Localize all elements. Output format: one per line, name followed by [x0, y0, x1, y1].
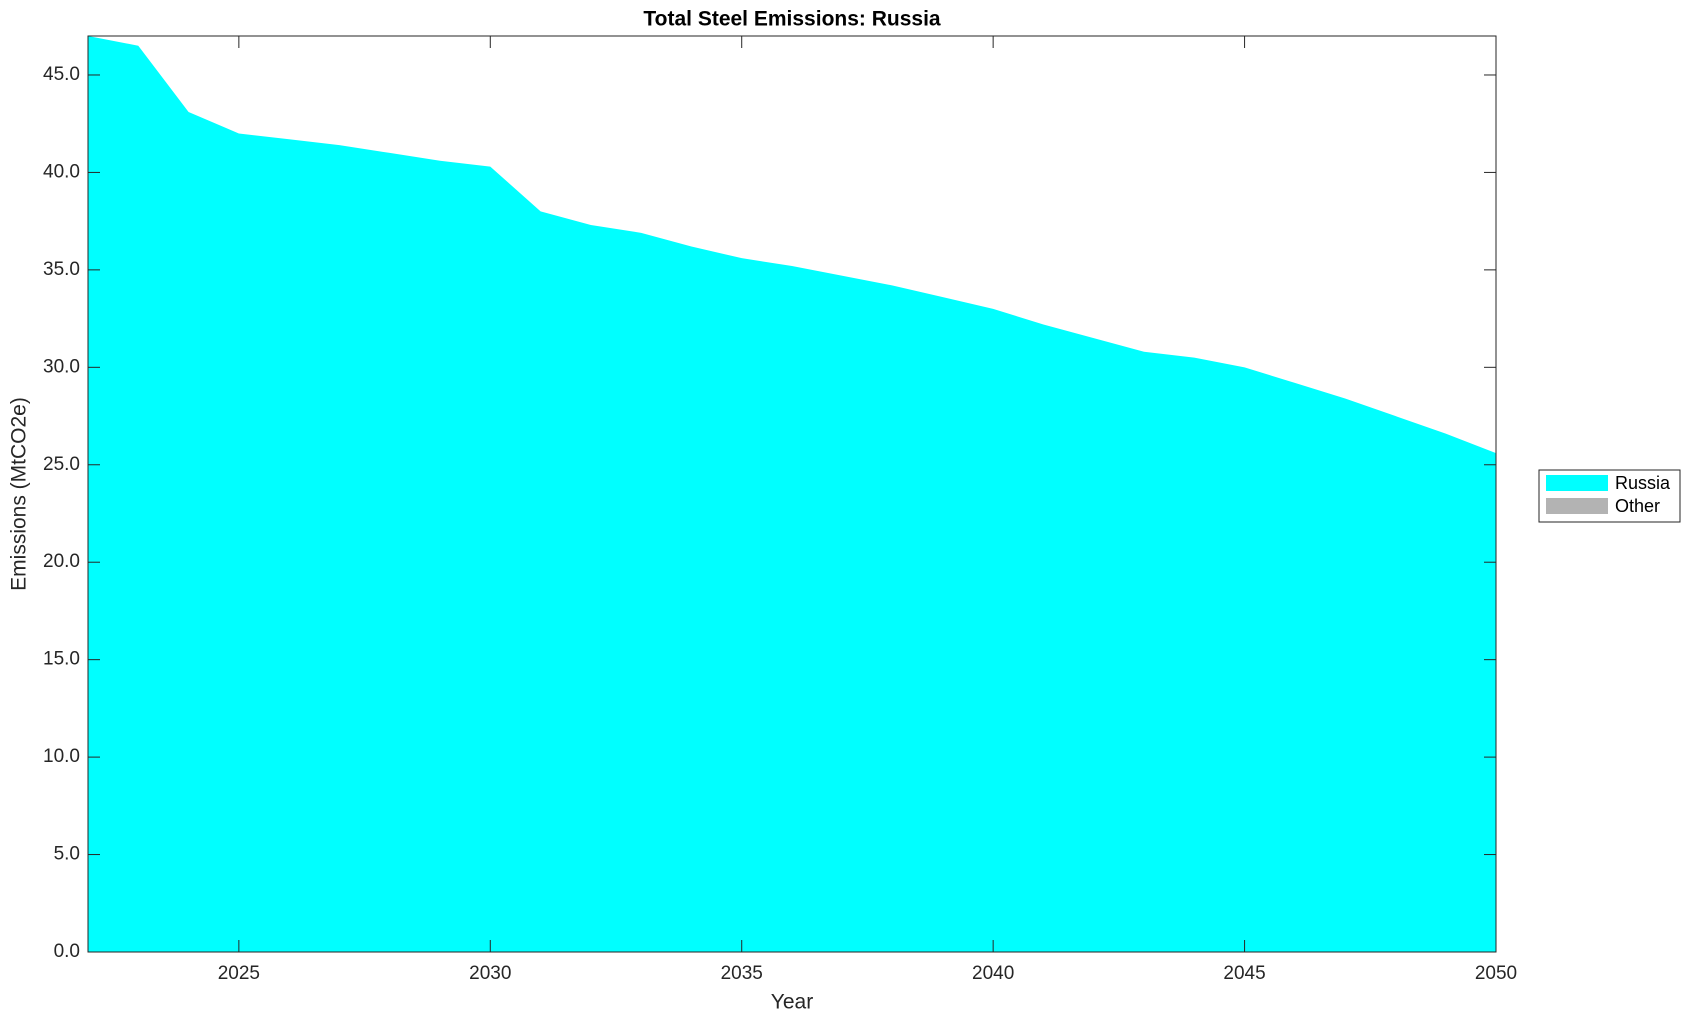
legend-label: Other: [1615, 496, 1660, 516]
x-tick-label: 2030: [469, 963, 511, 984]
y-tick-label: 15.0: [43, 649, 80, 670]
x-tick-label: 2025: [218, 963, 260, 984]
area: [88, 36, 1496, 952]
y-tick-label: 35.0: [43, 259, 80, 280]
chart-title: Total Steel Emissions: Russia: [643, 8, 941, 31]
y-tick-label: 25.0: [43, 454, 80, 475]
legend-swatch: [1546, 498, 1608, 514]
y-tick-label: 20.0: [43, 551, 80, 572]
y-tick-label: 30.0: [43, 356, 80, 377]
x-tick-label: 2040: [972, 963, 1014, 984]
plot-frame: [87, 35, 1497, 953]
y-tick-label: 40.0: [43, 161, 80, 182]
x-tick-label: 2035: [721, 963, 763, 984]
x-tick-label: 2050: [1475, 963, 1517, 984]
x-tick-label: 2045: [1223, 963, 1265, 984]
y-tick-label: 5.0: [54, 844, 80, 865]
legend-label: Russia: [1615, 473, 1671, 493]
y-tick-label: 10.0: [43, 746, 80, 767]
legend-swatch: [1546, 475, 1608, 491]
x-axis-label: Year: [771, 991, 813, 1014]
y-tick-label: 0.0: [54, 941, 80, 962]
y-tick-label: 45.0: [43, 64, 80, 85]
y-axis-label: Emissions (MtCO2e): [8, 397, 31, 591]
